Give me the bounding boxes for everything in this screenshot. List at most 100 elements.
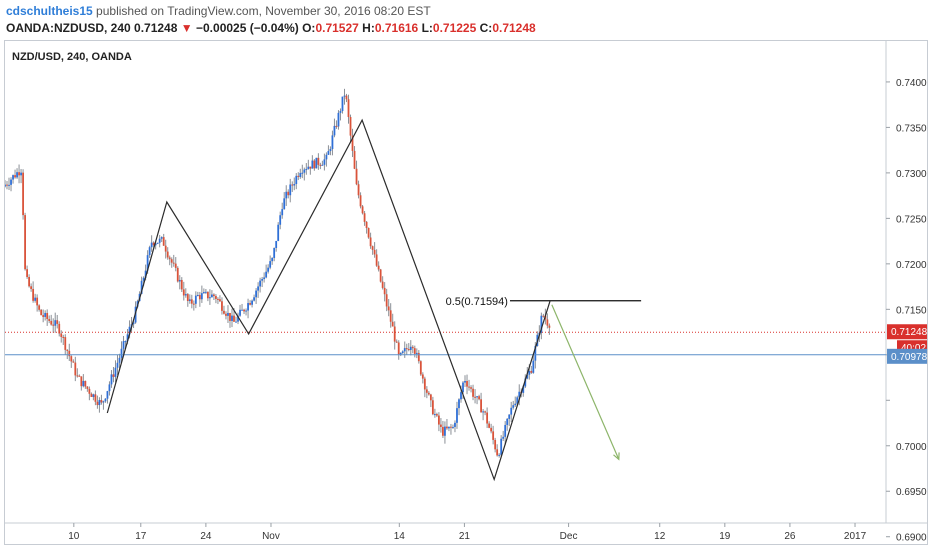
candle-down	[351, 135, 354, 151]
candle-up	[116, 362, 119, 368]
candle-down	[22, 172, 24, 216]
x-tick-label: 2017	[844, 531, 867, 542]
candle-up	[454, 422, 456, 427]
candle-down	[50, 320, 53, 325]
candle-up	[399, 352, 402, 355]
candles-layer	[5, 88, 551, 458]
candle-down	[411, 346, 414, 349]
grid-layer	[5, 41, 927, 524]
candle-up	[154, 243, 157, 246]
candle-down	[309, 166, 312, 169]
candle-up	[532, 360, 535, 373]
candle-up	[106, 391, 109, 399]
candle-down	[317, 157, 320, 165]
fib-label: 0.5(0.71594)	[446, 296, 508, 308]
candle-down	[429, 394, 432, 401]
candle-up	[237, 315, 239, 322]
candle-down	[450, 426, 452, 428]
candle-up	[245, 310, 247, 312]
candle-down	[530, 370, 533, 373]
x-tick-label: 26	[784, 531, 796, 542]
candle-down	[468, 386, 470, 388]
candle-up	[315, 157, 318, 169]
candle-down	[60, 333, 63, 337]
candle-up	[120, 348, 123, 358]
candle-up	[98, 400, 101, 406]
candle-up	[259, 280, 262, 287]
candle-up	[343, 95, 346, 97]
candle-up	[92, 394, 95, 397]
candle-down	[417, 352, 420, 362]
candle-down	[421, 374, 424, 379]
candle-down	[484, 411, 487, 413]
candle-down	[385, 294, 388, 307]
candle-down	[100, 400, 103, 403]
candle-up	[409, 346, 412, 350]
open-value: 0.71527	[315, 21, 359, 35]
time-axis[interactable]: 10 17 24 Nov 14 21 Dec 12 19 26 2017	[68, 523, 867, 542]
candle-up	[444, 426, 446, 436]
candle-down	[176, 267, 179, 282]
candle-down	[192, 303, 195, 305]
support-tag	[887, 348, 927, 364]
candle-up	[337, 112, 340, 127]
candle-up	[452, 426, 454, 428]
x-tick-label: 14	[394, 531, 406, 542]
candle-up	[211, 294, 213, 298]
candle-down	[215, 296, 217, 299]
candle-up	[126, 334, 129, 342]
candle-down	[6, 184, 8, 186]
candle-down	[431, 400, 434, 415]
candle-down	[76, 375, 79, 377]
author-link[interactable]: cdschultheis15	[6, 4, 93, 18]
candle-down	[438, 415, 440, 425]
countdown-label: 40:02	[901, 343, 926, 354]
candle-down	[494, 439, 497, 450]
candle-up	[251, 300, 253, 305]
candle-down	[335, 125, 338, 127]
candle-down	[319, 164, 322, 166]
last-price-tag-label: 0.71248	[891, 327, 927, 338]
candle-up	[448, 426, 450, 429]
candle-up	[241, 309, 243, 311]
pattern-line	[106, 118, 551, 482]
candle-down	[353, 150, 356, 169]
candle-down	[486, 412, 489, 424]
candle-down	[297, 175, 300, 177]
candle-up	[148, 247, 151, 256]
candle-up	[415, 352, 418, 354]
pattern-layer: 0.5(0.71594)	[106, 118, 642, 482]
candle-up	[196, 295, 199, 297]
candle-up	[5, 184, 6, 187]
candle-down	[162, 237, 165, 246]
candle-up	[323, 159, 326, 165]
candle-up	[275, 240, 278, 248]
candle-down	[313, 160, 316, 169]
candle-up	[235, 321, 237, 323]
candle-up	[508, 414, 511, 419]
candle-down	[413, 348, 416, 354]
price-change: −0.00025 (−0.04%)	[196, 21, 299, 35]
candle-down	[66, 349, 69, 351]
candle-down	[229, 312, 231, 321]
candle-up	[325, 154, 328, 160]
candle-up	[8, 184, 10, 186]
candle-down	[90, 393, 93, 397]
candle-down	[26, 269, 28, 277]
candle-down	[249, 303, 251, 305]
candle-down	[466, 380, 468, 387]
candle-up	[329, 149, 332, 152]
candle-down	[48, 319, 51, 321]
candle-up	[295, 175, 298, 185]
candle-down	[68, 350, 71, 357]
candle-down	[393, 326, 396, 342]
candle-down	[427, 392, 430, 395]
candle-down	[80, 376, 83, 387]
candle-up	[277, 224, 280, 241]
candle-down	[233, 315, 235, 322]
